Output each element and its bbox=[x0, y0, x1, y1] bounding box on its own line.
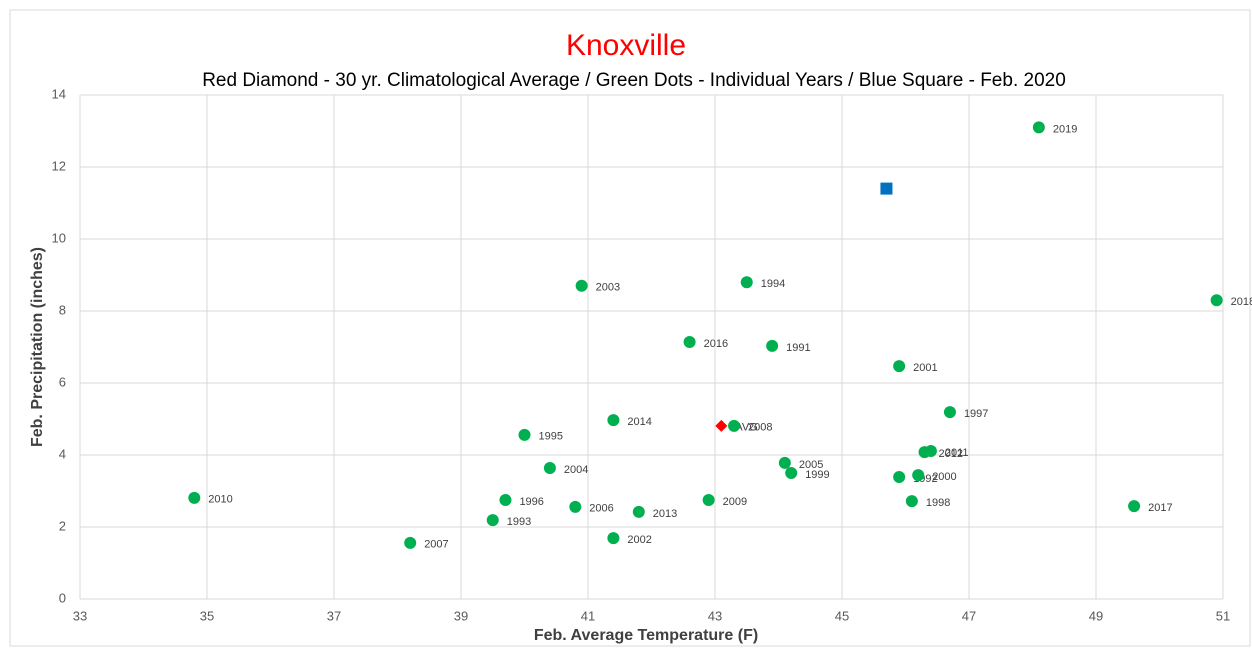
point bbox=[740, 276, 753, 289]
point-label: 2010 bbox=[208, 494, 232, 506]
point-label: 2009 bbox=[723, 496, 747, 508]
point-label: 2012 bbox=[939, 448, 963, 460]
y-tick-label: 6 bbox=[59, 374, 66, 389]
point bbox=[880, 182, 893, 195]
chart-subtitle: Red Diamond - 30 yr. Climatological Aver… bbox=[202, 70, 1066, 91]
point-label: 1991 bbox=[786, 342, 810, 354]
point bbox=[924, 445, 937, 458]
y-tick-label: 2 bbox=[59, 518, 66, 533]
point-label: 2001 bbox=[913, 362, 937, 374]
x-tick-label: 43 bbox=[708, 608, 722, 623]
point bbox=[778, 456, 791, 469]
point-label: 1994 bbox=[761, 278, 785, 290]
chart-title: Knoxville bbox=[566, 29, 686, 62]
point bbox=[404, 536, 417, 549]
point-label: 2000 bbox=[932, 471, 956, 483]
point bbox=[1032, 121, 1045, 134]
x-axis-label: Feb. Average Temperature (F) bbox=[534, 627, 758, 644]
y-tick-label: 12 bbox=[52, 158, 66, 173]
point-label: 2008 bbox=[748, 422, 772, 434]
x-tick-label: 39 bbox=[454, 608, 468, 623]
point-label: 2013 bbox=[653, 508, 677, 520]
y-tick-label: 4 bbox=[59, 446, 66, 461]
point-label: 2016 bbox=[704, 338, 728, 350]
y-tick-label: 14 bbox=[52, 86, 66, 101]
point bbox=[188, 491, 201, 504]
point-label: 1997 bbox=[964, 408, 988, 420]
point-label: 1998 bbox=[926, 497, 950, 509]
point bbox=[893, 360, 906, 373]
y-tick-label: 0 bbox=[59, 590, 66, 605]
point bbox=[575, 279, 588, 292]
point bbox=[683, 335, 696, 348]
point-label: 2014 bbox=[627, 416, 651, 428]
point-label: AVG bbox=[735, 422, 757, 434]
point-label: 1993 bbox=[507, 516, 531, 528]
point bbox=[569, 500, 582, 513]
x-tick-label: 33 bbox=[73, 608, 87, 623]
point bbox=[1128, 500, 1141, 513]
point bbox=[607, 414, 620, 427]
point-label: 2019 bbox=[1053, 123, 1077, 135]
x-tick-label: 51 bbox=[1216, 608, 1230, 623]
point-label: 1996 bbox=[519, 496, 543, 508]
x-tick-label: 41 bbox=[581, 608, 595, 623]
point bbox=[728, 419, 741, 432]
point bbox=[785, 467, 798, 479]
point bbox=[632, 505, 645, 518]
point bbox=[766, 339, 779, 352]
y-tick-label: 10 bbox=[52, 230, 66, 245]
point-label: 1999 bbox=[805, 469, 829, 481]
point bbox=[1210, 294, 1223, 307]
point-label: 1995 bbox=[539, 431, 563, 443]
point bbox=[518, 428, 531, 441]
point bbox=[905, 495, 918, 508]
x-tick-label: 47 bbox=[962, 608, 976, 623]
x-tick-label: 37 bbox=[327, 608, 341, 623]
point bbox=[943, 406, 956, 419]
point-label: 2018 bbox=[1231, 296, 1252, 308]
point bbox=[543, 461, 556, 474]
y-axis-label: Feb. Precipitation (inches) bbox=[29, 247, 46, 447]
point-label: 2011 bbox=[945, 447, 969, 459]
point bbox=[715, 419, 728, 432]
point bbox=[702, 494, 715, 506]
point-label: 2002 bbox=[627, 534, 651, 546]
point-label: 2003 bbox=[596, 282, 620, 294]
point bbox=[607, 532, 620, 545]
point bbox=[893, 470, 906, 483]
point-label: 2007 bbox=[424, 539, 448, 551]
x-tick-label: 49 bbox=[1089, 608, 1103, 623]
point-label: 2004 bbox=[564, 464, 588, 476]
x-tick-label: 35 bbox=[200, 608, 214, 623]
point bbox=[912, 469, 925, 482]
point-label: 2005 bbox=[799, 459, 823, 471]
point-label: 2006 bbox=[589, 503, 613, 515]
point bbox=[499, 494, 512, 506]
point-label: 2017 bbox=[1148, 502, 1172, 514]
chart-border bbox=[9, 9, 1251, 647]
point bbox=[486, 514, 499, 527]
y-tick-label: 8 bbox=[59, 302, 66, 317]
x-tick-label: 45 bbox=[835, 608, 849, 623]
